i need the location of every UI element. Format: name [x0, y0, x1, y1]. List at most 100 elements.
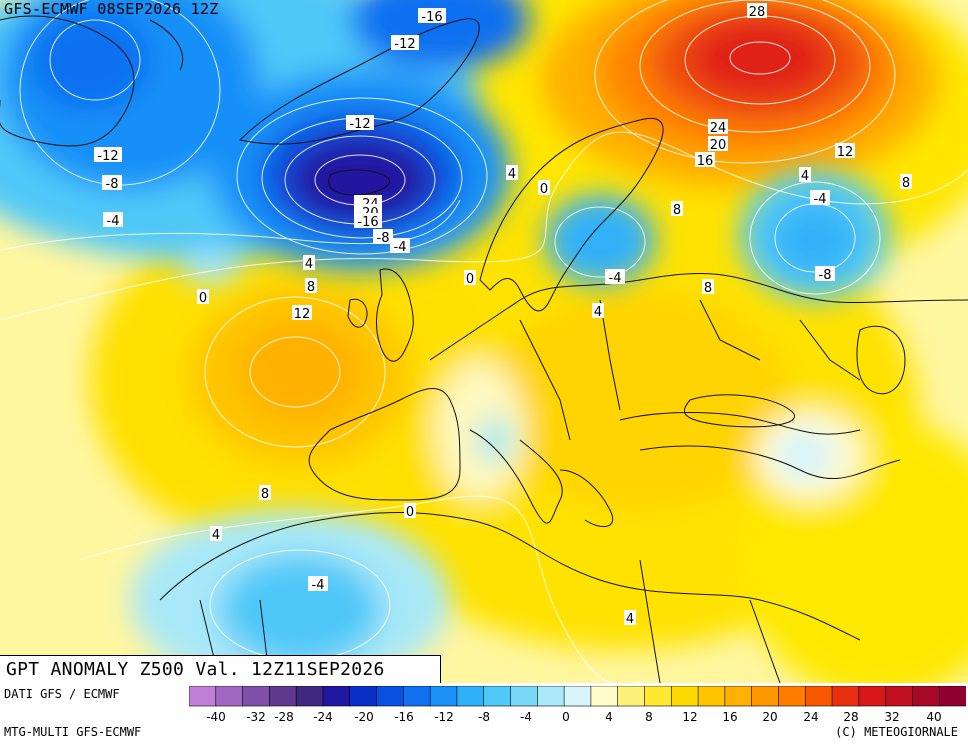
- svg-text:24: 24: [710, 121, 727, 136]
- svg-text:-12: -12: [97, 149, 118, 164]
- colorbar-swatch: [885, 686, 914, 707]
- contour-label: 4: [799, 167, 811, 184]
- svg-text:8: 8: [704, 281, 712, 296]
- colorbar-swatch: [456, 686, 485, 707]
- svg-text:0: 0: [199, 291, 207, 306]
- colorbar-swatch: [938, 686, 966, 707]
- contour-label: 8: [671, 201, 683, 218]
- colorbar-swatch: [644, 686, 673, 707]
- colorbar-tick-label: -4: [520, 710, 532, 724]
- contour-label: -8: [102, 175, 122, 192]
- svg-text:-16: -16: [357, 215, 378, 230]
- contour-label: -12: [391, 35, 419, 52]
- contour-label: 4: [624, 610, 636, 627]
- colorbar-swatch: [376, 686, 405, 707]
- colorbar-tick-label: 0: [562, 710, 570, 724]
- contour-label: 0: [464, 270, 476, 287]
- colorbar-swatch: [215, 686, 244, 707]
- contour-label: 4: [210, 526, 222, 543]
- svg-text:4: 4: [594, 305, 602, 320]
- colorbar-tick-label: 28: [843, 710, 858, 724]
- colorbar-tick-label: -32: [246, 710, 266, 724]
- model-name: MTG-MULTI GFS-ECMWF: [4, 725, 142, 739]
- colorbar-swatch: [724, 686, 753, 707]
- colorbar-tick-label: 8: [645, 710, 653, 724]
- svg-text:12: 12: [837, 145, 854, 160]
- contour-label: 0: [538, 180, 550, 197]
- colorbar-swatch: [483, 686, 512, 707]
- colorbar-tick-label: -20: [354, 710, 374, 724]
- svg-text:-4: -4: [312, 578, 325, 593]
- contour-label: -4: [810, 190, 830, 207]
- svg-text:4: 4: [305, 257, 313, 272]
- contour-label: -16: [418, 8, 446, 25]
- contour-label: 20: [708, 136, 728, 153]
- colorbar-swatch: [804, 686, 833, 707]
- contour-label: 24: [708, 119, 728, 136]
- svg-text:28: 28: [749, 5, 766, 20]
- colorbar-swatch: [429, 686, 458, 707]
- svg-text:0: 0: [406, 505, 414, 520]
- colorbar-swatch: [189, 686, 217, 707]
- contour-label: 8: [900, 174, 912, 191]
- map-title-box: GPT ANOMALY Z500 Val. 12Z11SEP2026: [0, 655, 441, 684]
- contour-label: -4: [103, 212, 123, 229]
- colorbar-swatch: [295, 686, 324, 707]
- model-run-header: GFS-ECMWF 08SEP2026 12Z: [4, 0, 219, 18]
- colorbar-tick-label: 24: [803, 710, 818, 724]
- contour-label: -4: [605, 269, 625, 286]
- contour-lines: [0, 0, 968, 683]
- colorbar-swatch: [858, 686, 887, 707]
- colorbar-swatch: [349, 686, 378, 707]
- contour-label: 8: [305, 278, 317, 295]
- contour-label: -4: [308, 576, 328, 593]
- colorbar-tick-label: 20: [762, 710, 777, 724]
- colorbar-swatch: [831, 686, 860, 707]
- contour-label: 8: [702, 279, 714, 296]
- map-title: GPT ANOMALY Z500 Val. 12Z11SEP2026: [6, 659, 385, 680]
- colorbar-tick-label: 4: [605, 710, 613, 724]
- colorbar-tick-label: -8: [478, 710, 490, 724]
- contour-label: -8: [373, 229, 393, 246]
- contour-label: -12: [94, 147, 122, 164]
- colorbar-tick-label: -28: [274, 710, 294, 724]
- colorbar-tick-label: 40: [926, 710, 941, 724]
- colorbar-swatch: [537, 686, 565, 707]
- colorbar-tick-label: 12: [682, 710, 697, 724]
- contour-label: 0: [404, 503, 416, 520]
- colorbar-tick-label: 32: [884, 710, 899, 724]
- svg-text:8: 8: [902, 176, 910, 191]
- contour-label: 4: [506, 165, 518, 182]
- contour-labels: -16-1228-12-12-8-42420161240-48-24-20-16…: [94, 3, 912, 627]
- colorbar-swatch: [617, 686, 646, 707]
- svg-text:4: 4: [626, 612, 634, 627]
- svg-text:8: 8: [307, 280, 315, 295]
- svg-text:-8: -8: [106, 177, 119, 192]
- contour-label: 12: [292, 305, 312, 322]
- svg-text:-12: -12: [394, 37, 415, 52]
- svg-text:20: 20: [710, 138, 727, 153]
- colorbar-swatch: [242, 686, 271, 707]
- svg-text:-4: -4: [394, 240, 407, 255]
- contour-label: 4: [303, 255, 315, 272]
- svg-text:0: 0: [540, 182, 548, 197]
- colorbar-tick-label: -16: [394, 710, 414, 724]
- contour-label: 8: [259, 485, 271, 502]
- contour-label: 16: [695, 152, 715, 169]
- contour-label: 4: [592, 303, 604, 320]
- colorbar-swatch: [269, 686, 297, 707]
- colorbar-swatch: [670, 686, 699, 707]
- svg-text:4: 4: [508, 167, 516, 182]
- anomaly-map: -16-1228-12-12-8-42420161240-48-24-20-16…: [0, 0, 968, 683]
- colorbar-tick-label: -40: [206, 710, 226, 724]
- svg-text:16: 16: [697, 154, 714, 169]
- svg-text:4: 4: [801, 169, 809, 184]
- colorbar-tick-label: 16: [722, 710, 737, 724]
- svg-text:-4: -4: [107, 214, 120, 229]
- svg-text:4: 4: [212, 528, 220, 543]
- colorbar-swatch: [563, 686, 592, 707]
- colorbar-tick-label: -24: [313, 710, 333, 724]
- svg-text:-8: -8: [377, 231, 390, 246]
- colorbar-swatch: [912, 686, 940, 707]
- svg-text:-8: -8: [819, 268, 832, 283]
